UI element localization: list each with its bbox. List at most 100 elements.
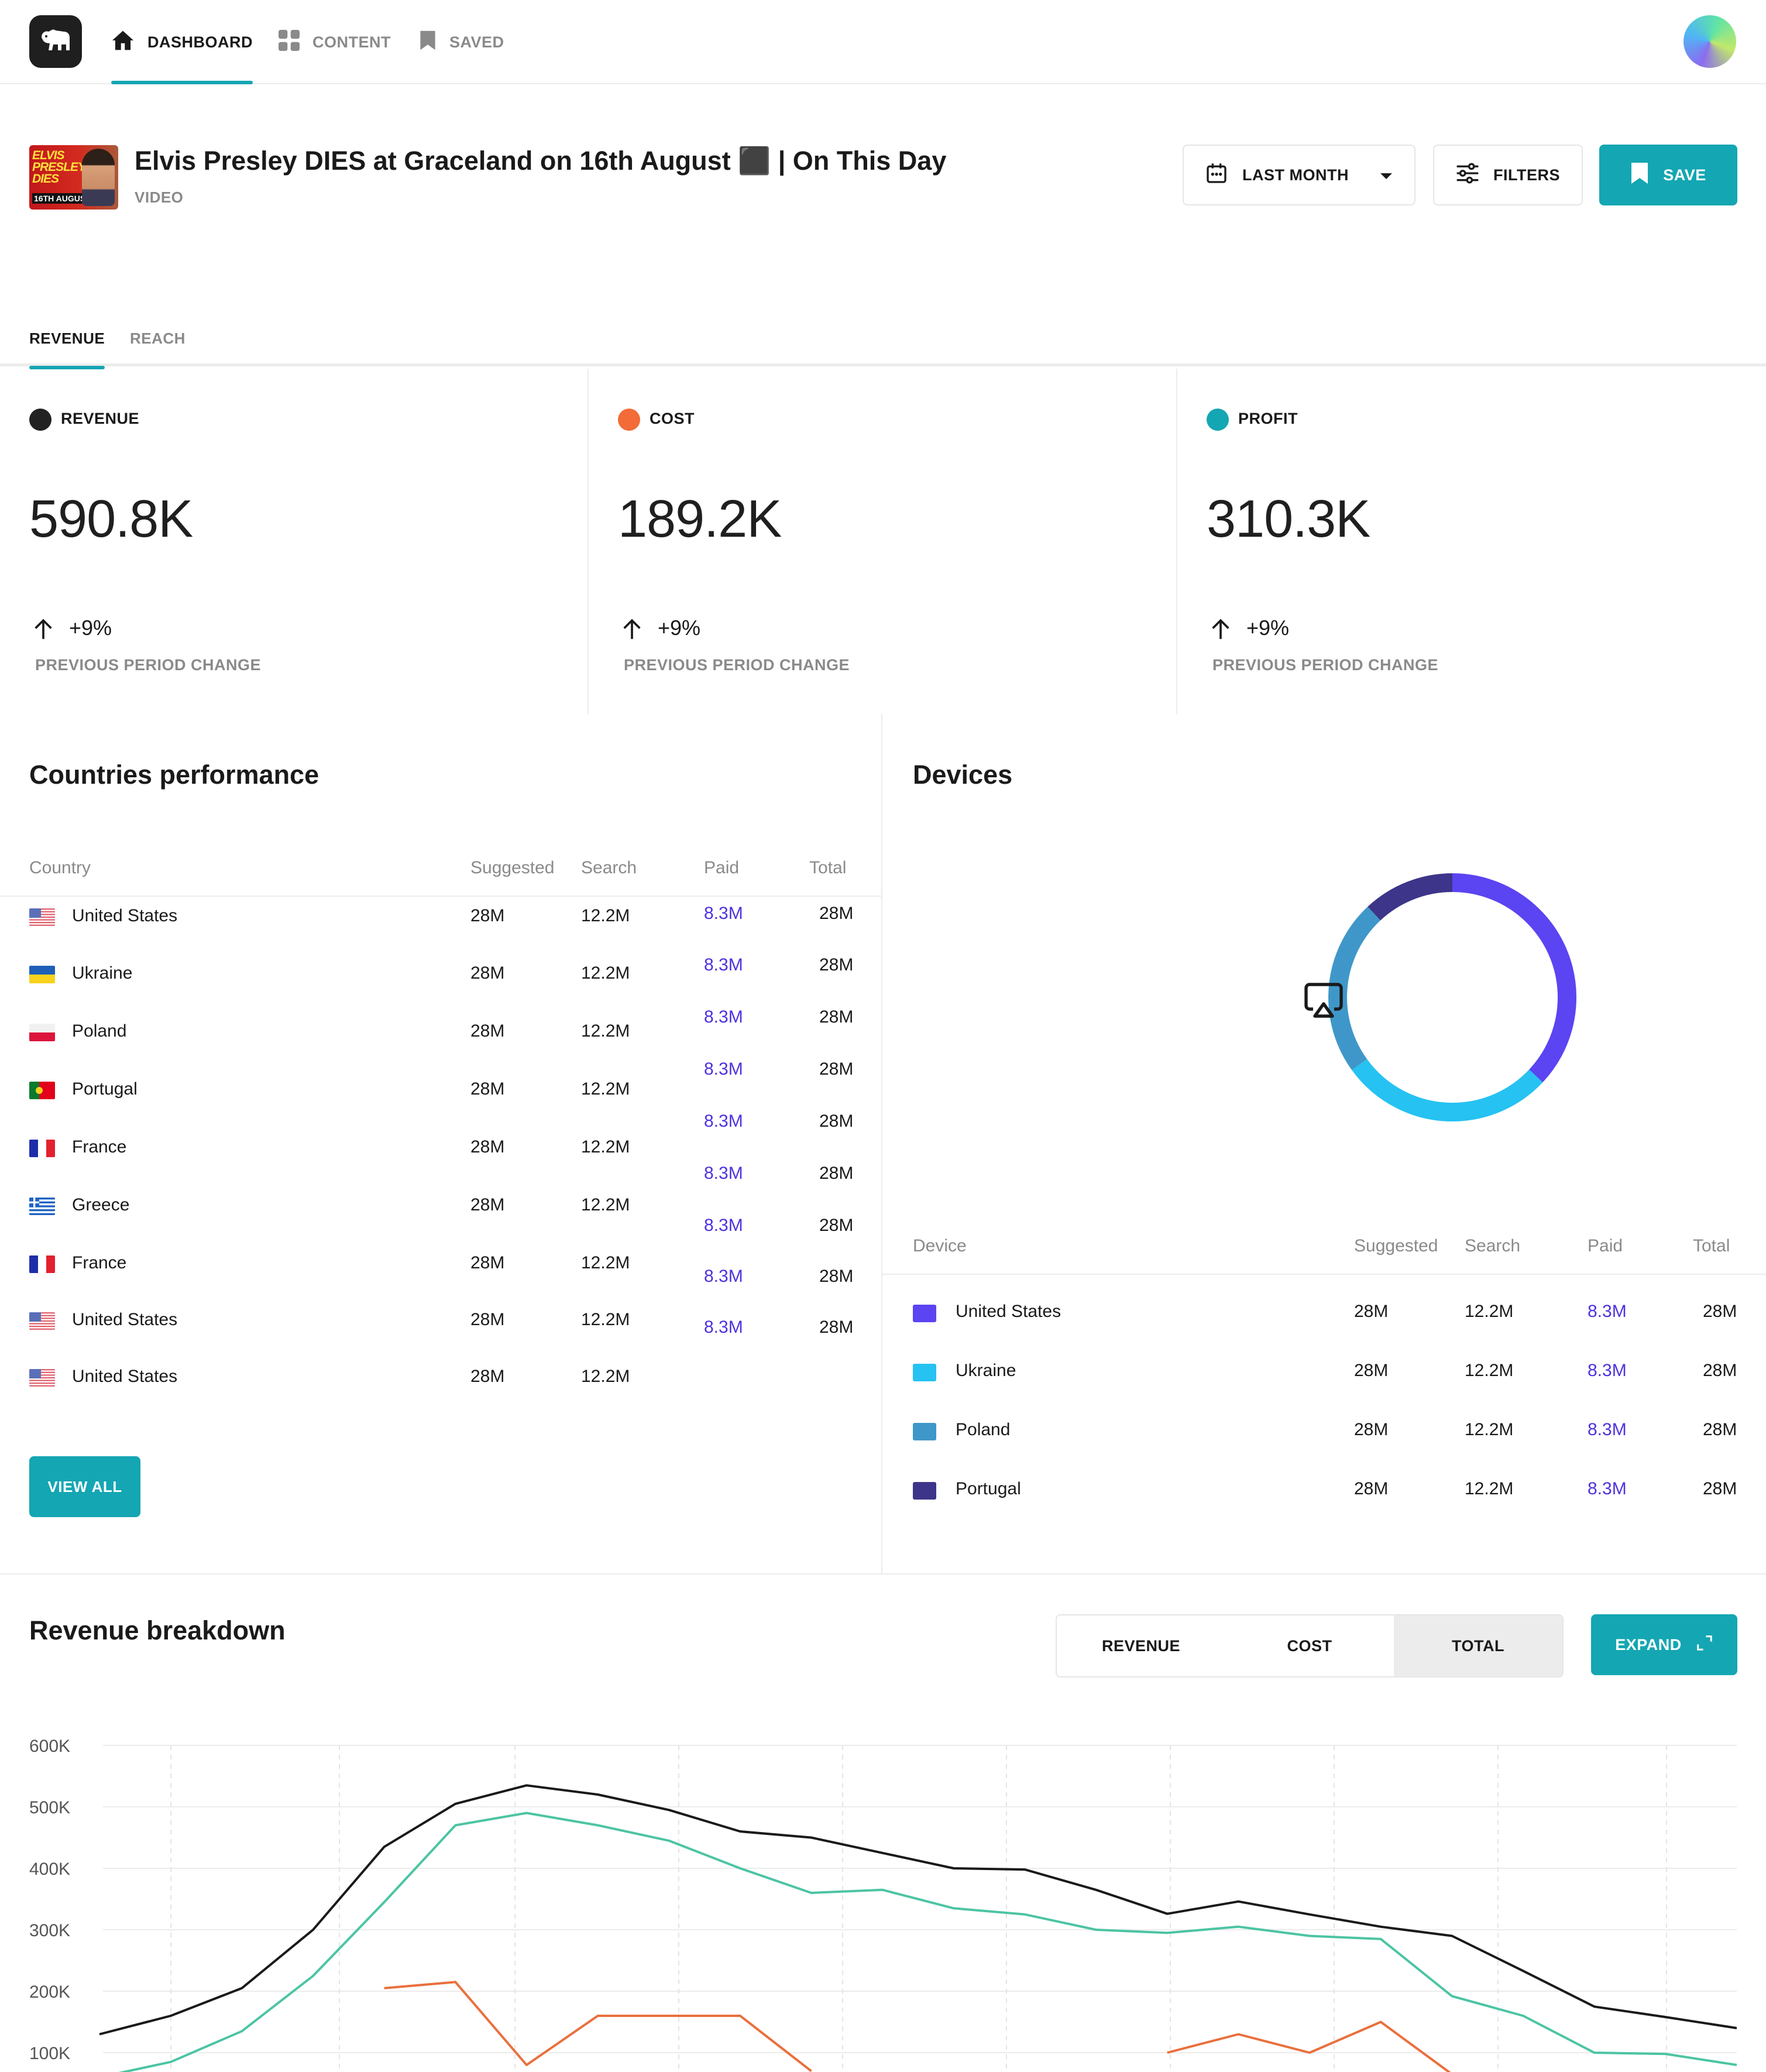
filters-label: FILTERS (1493, 166, 1560, 184)
nav-dashboard[interactable]: DASHBOARD (111, 0, 253, 84)
table-row[interactable]: Poland 28M 12.2M 8.3M 28M (0, 1005, 881, 1058)
stat-change: +9% (69, 616, 112, 640)
search-value: 12.2M (581, 1367, 630, 1386)
series-line[interactable] (99, 1812, 1737, 2072)
paid-value[interactable]: 8.3M (1588, 1479, 1627, 1498)
suggested-value: 28M (470, 1310, 505, 1329)
table-row[interactable]: Portugal 28M 12.2M 8.3M 28M (882, 1464, 1766, 1517)
caret-down-icon (1379, 166, 1393, 184)
paid-value[interactable]: 8.3M (1588, 1420, 1627, 1439)
bookmark-icon (419, 30, 437, 55)
table-row[interactable]: Portugal 28M 12.2M 8.3M 28M (0, 1059, 881, 1116)
stat-card-cost: COST 189.2K +9% PREVIOUS PERIOD CHANGE (589, 369, 1177, 714)
devices-donut-chart (1328, 873, 1576, 1121)
thumbnail-portrait (82, 149, 115, 206)
breakdown-segmented-control: REVENUE COST TOTAL (1056, 1614, 1564, 1678)
video-thumbnail[interactable]: ELVIS PRESLEY DIES 16TH AUGUST (29, 145, 118, 210)
y-tick-label: 200K (29, 1982, 70, 2002)
paid-value[interactable]: 8.3M (1588, 1302, 1627, 1321)
table-row[interactable]: United States 28M 12.2M 8.3M 28M (0, 1318, 881, 1403)
profit-dot (1207, 409, 1229, 431)
total-value: 28M (819, 955, 854, 975)
donut-segment[interactable] (1328, 873, 1576, 1121)
revenue-breakdown-section: Revenue breakdown (0, 1573, 1766, 2072)
page-title: Elvis Presley DIES at Graceland on 16th … (135, 146, 947, 176)
airplay-icon (1303, 979, 1345, 1021)
period-dropdown[interactable]: LAST MONTH (1183, 145, 1415, 205)
paid-value[interactable]: 8.3M (704, 1112, 743, 1131)
paid-value[interactable]: 8.3M (704, 1216, 743, 1235)
country-name: United States (72, 1367, 178, 1386)
user-avatar[interactable] (1683, 15, 1736, 68)
stat-value: 590.8K (29, 490, 193, 548)
flag-ua-icon (29, 966, 55, 983)
flag-gr-icon (29, 1198, 55, 1215)
suggested-value: 28M (1354, 1479, 1389, 1498)
col-paid: Paid (1588, 1236, 1623, 1255)
flag-us-icon (29, 1312, 55, 1330)
nav-content[interactable]: CONTENT (279, 0, 391, 84)
table-row[interactable]: Poland 28M 12.2M 8.3M 28M (882, 1405, 1766, 1457)
table-row[interactable]: Greece 28M 12.2M 8.3M 28M (0, 1164, 881, 1231)
total-value: 28M (819, 904, 854, 923)
col-search: Search (581, 858, 637, 877)
nav-content-label: CONTENT (312, 33, 391, 51)
paid-value[interactable]: 8.3M (704, 1267, 743, 1286)
table-row[interactable]: United States 28M 12.2M 8.3M 28M (0, 890, 881, 942)
content-type-label: VIDEO (135, 188, 184, 206)
nav-saved[interactable]: SAVED (419, 0, 504, 84)
segment-total[interactable]: TOTAL (1394, 1615, 1562, 1676)
stat-label: REVENUE (61, 410, 140, 427)
segment-revenue[interactable]: REVENUE (1101, 1637, 1181, 1655)
table-row[interactable]: Ukraine 28M 12.2M 8.3M 28M (882, 1346, 1766, 1398)
country-name: France (72, 1137, 127, 1157)
table-row[interactable]: United States 28M 12.2M 8.3M 28M (882, 1287, 1766, 1339)
y-tick-label: 500K (29, 1798, 70, 1817)
sliders-icon (1456, 163, 1479, 188)
save-button[interactable]: SAVE (1599, 145, 1737, 205)
paid-value[interactable]: 8.3M (704, 1164, 743, 1183)
countries-panel: Countries performance Country Suggested … (0, 714, 882, 1573)
paid-value[interactable]: 8.3M (704, 1059, 743, 1079)
tab-reach[interactable]: REACH (130, 329, 185, 347)
paid-value[interactable]: 8.3M (704, 904, 743, 923)
search-value: 12.2M (1465, 1479, 1514, 1498)
col-suggested: Suggested (1354, 1236, 1438, 1255)
suggested-value: 28M (470, 963, 505, 983)
paid-value[interactable]: 8.3M (704, 1007, 743, 1027)
stat-card-revenue: REVENUE 590.8K +9% PREVIOUS PERIOD CHANG… (0, 369, 589, 714)
total-value: 28M (819, 1007, 854, 1027)
col-paid: Paid (704, 858, 740, 877)
series-line[interactable] (384, 1981, 1452, 2072)
bear-logo-icon[interactable] (29, 15, 82, 68)
table-row[interactable]: United States 28M 12.2M 8.3M 28M (0, 1267, 881, 1346)
series-line[interactable] (99, 1784, 1737, 2036)
device-name: Poland (956, 1420, 1011, 1439)
paid-value[interactable]: 8.3M (1588, 1361, 1627, 1380)
view-all-button[interactable]: VIEW ALL (29, 1456, 140, 1517)
search-value: 12.2M (581, 1310, 630, 1329)
stat-value: 189.2K (618, 490, 782, 548)
search-value: 12.2M (581, 1137, 630, 1157)
expand-button[interactable]: EXPAND (1591, 1614, 1737, 1675)
tab-revenue[interactable]: REVENUE (29, 310, 105, 369)
table-row[interactable]: Ukraine 28M 12.2M 8.3M 28M (0, 947, 881, 1000)
period-label: LAST MONTH (1242, 166, 1349, 184)
stat-label: COST (650, 410, 695, 427)
table-row[interactable]: France 28M 12.2M 8.3M 28M (0, 1112, 881, 1174)
segment-cost[interactable]: COST (1287, 1637, 1332, 1655)
y-tick-label: 400K (29, 1860, 70, 1879)
total-value: 28M (819, 1164, 854, 1183)
total-value: 28M (1703, 1302, 1737, 1321)
col-total: Total (809, 858, 847, 877)
top-navigation: DASHBOARD CONTENT SAVED (0, 0, 1766, 84)
paid-value[interactable]: 8.3M (704, 955, 743, 975)
table-row[interactable]: France 28M 12.2M 8.3M 28M (0, 1216, 881, 1289)
filters-button[interactable]: FILTERS (1433, 145, 1583, 205)
paid-value[interactable]: 8.3M (704, 1318, 743, 1337)
flag-pl-icon (29, 1024, 55, 1041)
donut-segment[interactable] (1328, 873, 1576, 1121)
breakdown-title: Revenue breakdown (29, 1615, 286, 1645)
donut-segment[interactable] (1328, 873, 1576, 1121)
suggested-value: 28M (470, 1253, 505, 1272)
